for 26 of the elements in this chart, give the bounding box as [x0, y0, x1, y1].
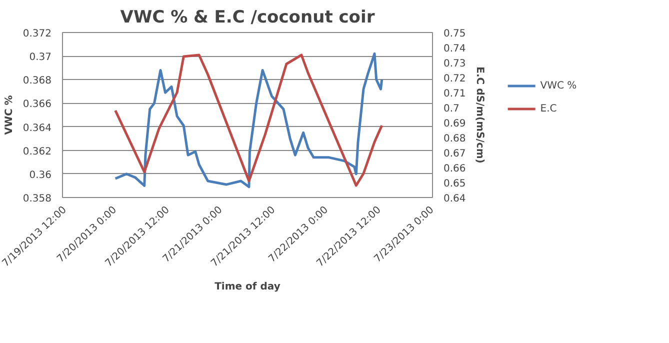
y2-tick-label: 0.7: [444, 104, 460, 114]
x-axis-title: Time of day: [214, 281, 281, 292]
y2-tick-label: 0.64: [444, 194, 466, 204]
y2-tick-label: 0.67: [444, 148, 466, 160]
y-tick-label: 0.362: [22, 146, 52, 158]
y-tick-label: 0.372: [22, 28, 52, 40]
y-tick-label: 0.36: [29, 170, 52, 181]
y2-tick-label: 0.73: [444, 58, 466, 70]
y2-tick-label: 0.74: [444, 44, 466, 54]
y-tick-label: 0.368: [22, 76, 52, 87]
y2-tick-label: 0.65: [444, 178, 466, 190]
y2-axis-title: E.C dS/m(mS/cm): [474, 66, 485, 164]
y2-tick-label: 0.69: [444, 118, 466, 130]
y-tick-label: 0.364: [22, 122, 52, 134]
legend-label: E.C: [540, 103, 558, 114]
y2-tick-label: 0.75: [444, 28, 466, 40]
y-axis-title: VWC %: [4, 95, 15, 135]
y2-tick-label: 0.71: [444, 88, 466, 100]
y2-tick-label: 0.66: [444, 164, 466, 174]
y-tick-label: 0.366: [22, 99, 52, 110]
y-tick-label: 0.37: [29, 52, 52, 64]
legend-label: VWC %: [540, 80, 577, 91]
chart-title: VWC % & E.C /coconut coir: [120, 8, 376, 28]
y2-tick-label: 0.68: [444, 134, 466, 144]
y2-tick-label: 0.72: [444, 74, 466, 84]
y-tick-label: 0.358: [22, 194, 52, 204]
